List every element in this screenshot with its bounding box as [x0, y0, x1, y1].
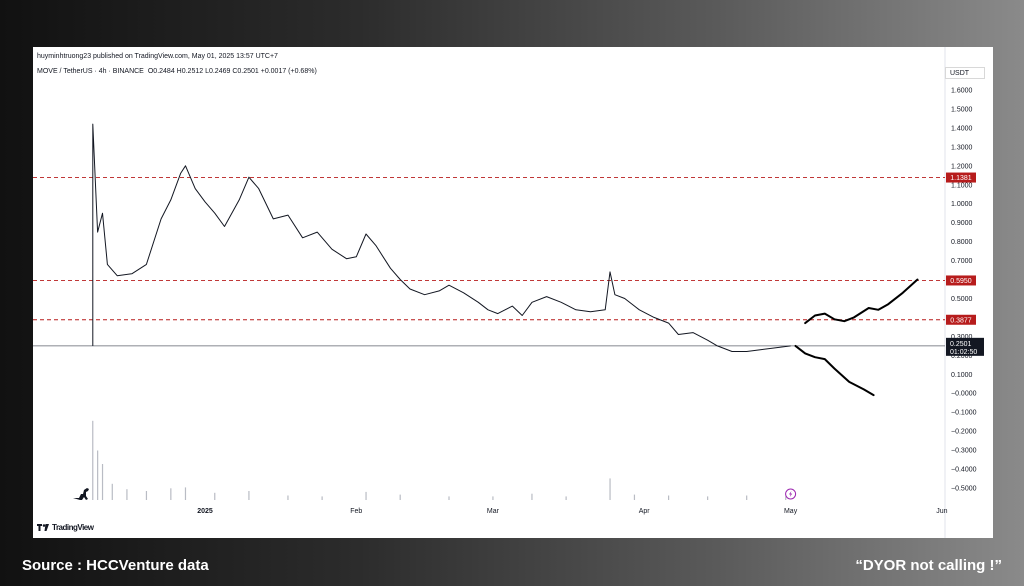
tradingview-brand[interactable]: TradingView — [37, 523, 93, 532]
countdown-label: 01:02:50 — [950, 349, 977, 356]
y-tick-label: 1.3000 — [951, 144, 973, 151]
brand-label: TradingView — [52, 523, 93, 532]
volume-bar — [448, 496, 449, 500]
x-tick-label: May — [784, 508, 798, 515]
volume-bar — [287, 496, 288, 501]
dino-icon[interactable] — [73, 488, 89, 500]
x-tick-label: Feb — [350, 508, 362, 515]
y-tick-label: 1.6000 — [951, 88, 973, 95]
y-tick-label: −0.2000 — [951, 429, 977, 436]
level-price-label: 1.1381 — [950, 175, 972, 182]
volume-bar — [746, 496, 747, 501]
volume-bar — [365, 492, 366, 500]
chart-panel: 1.6000 1.5000 1.4000 1.3000 1.2000 1.1000 1.00… — [33, 47, 993, 538]
y-tick-label: −0.4000 — [951, 467, 977, 474]
volume-bar — [707, 496, 708, 500]
level-price-label: 0.3877 — [950, 317, 972, 324]
y-tick-label: 1.0000 — [951, 201, 973, 208]
y-tick-label: 1.2000 — [951, 163, 973, 170]
y-tick-label: 0.9000 — [951, 220, 973, 227]
disclaimer-caption: “DYOR not calling !” — [855, 557, 1002, 574]
volume-bar — [146, 491, 147, 500]
x-tick-label: Mar — [487, 508, 500, 515]
volume-bar — [92, 421, 93, 500]
volume-bar — [185, 487, 186, 500]
x-tick-label: 2025 — [197, 508, 213, 515]
price-chart[interactable]: 1.6000 1.5000 1.4000 1.3000 1.2000 1.1000 1.00… — [33, 47, 993, 538]
volume-bar — [609, 478, 610, 500]
y-tick-label: 0.8000 — [951, 239, 973, 246]
symbol-line: MOVE / TetherUS · 4h · BINANCE O0.2484 H0… — [37, 68, 317, 75]
volume-bar — [112, 484, 113, 500]
volume-bar — [400, 495, 401, 500]
source-caption: Source : HCCVenture data — [22, 557, 209, 574]
ohlc-values: O0.2484 H0.2512 L0.2469 C0.2501 +0.0017 … — [148, 68, 317, 75]
volume-bar — [214, 493, 215, 500]
y-tick-label: 1.5000 — [951, 106, 973, 113]
volume-bar — [97, 451, 98, 501]
volume-bar — [126, 489, 127, 500]
x-tick-label: Apr — [639, 508, 651, 515]
volume-bar — [566, 496, 567, 500]
y-tick-label: 0.7000 — [951, 258, 973, 265]
current-price-label: 0.2501 — [950, 341, 972, 348]
volume-bar — [492, 496, 493, 500]
y-tick-label: −0.5000 — [951, 486, 977, 493]
y-tick-label: 1.4000 — [951, 125, 973, 132]
price-line — [93, 124, 791, 351]
pair-label[interactable]: MOVE / TetherUS · 4h · BINANCE — [37, 68, 144, 75]
y-tick-label: −0.1000 — [951, 410, 977, 417]
volume-bar — [102, 464, 103, 500]
y-tick-label: −0.0000 — [951, 391, 977, 398]
projection-down-line — [796, 346, 874, 395]
level-price-label: 0.5950 — [950, 278, 972, 285]
currency-button[interactable]: USDT — [945, 67, 985, 79]
y-tick-label: 0.5000 — [951, 296, 973, 303]
volume-bar — [248, 491, 249, 500]
volume-bar — [634, 495, 635, 500]
y-tick-label: −0.3000 — [951, 448, 977, 455]
publisher-line: huyminhtruong23 published on TradingView… — [37, 53, 278, 60]
volume-bar — [170, 488, 171, 500]
volume-bar — [322, 496, 323, 500]
volume-bar — [531, 494, 532, 500]
volume-bar — [668, 496, 669, 501]
x-tick-label: Jun — [936, 508, 947, 515]
tradingview-logo-icon — [37, 524, 49, 532]
projection-up-line — [805, 280, 917, 324]
y-tick-label: 1.1000 — [951, 182, 973, 189]
y-tick-label: 0.1000 — [951, 372, 973, 379]
